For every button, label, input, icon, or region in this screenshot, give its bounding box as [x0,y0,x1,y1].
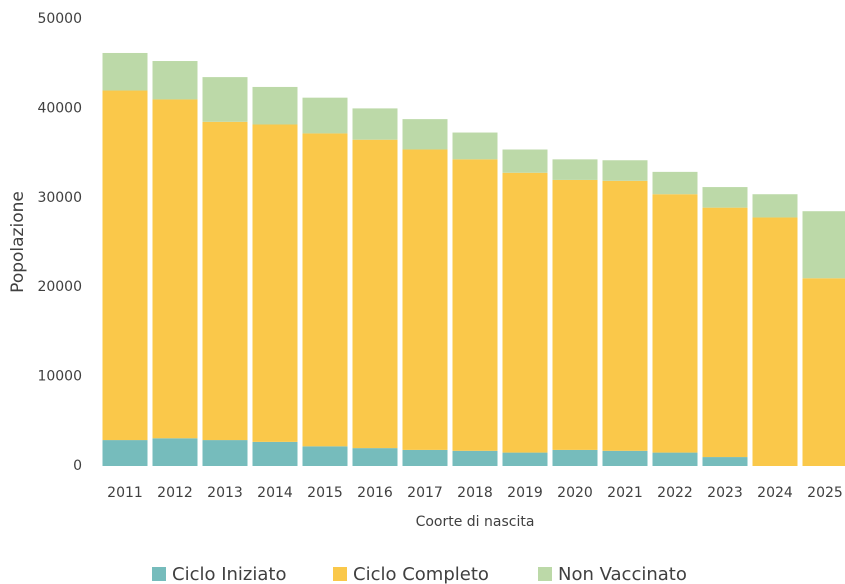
bar-segment [252,86,298,125]
bar-segment [102,90,148,441]
legend-label: Non Vaccinato [558,564,687,584]
bar-segment [102,52,148,91]
x-tick-label: 2016 [357,485,393,501]
bar-segment [652,452,698,466]
bar-segment [302,446,348,466]
legend-swatch [538,567,552,581]
x-tick-label: 2013 [207,485,243,501]
x-tick-label: 2022 [657,485,693,501]
x-tick-label: 2023 [707,485,743,501]
x-tick-label: 2017 [407,485,443,501]
y-tick-label: 20000 [37,279,82,295]
x-tick-label: 2020 [557,485,593,501]
x-tick-label: 2018 [457,485,493,501]
bar-segment [602,180,648,451]
bar-segment [502,149,548,173]
bar-segment [402,119,448,150]
bar-segment [402,149,448,450]
x-tick-label: 2015 [307,485,343,501]
bar-segment [302,97,348,134]
legend-swatch [333,567,347,581]
bar-segment [552,449,598,466]
bar-segment [502,172,548,453]
y-tick-label: 0 [73,458,82,474]
x-tick-label: 2025 [807,485,843,501]
bar-segment [152,438,198,466]
legend-label: Ciclo Iniziato [172,564,286,584]
bar-segment [502,452,548,466]
bar-segment [602,450,648,466]
bar-segment [652,171,698,195]
y-tick-label: 30000 [37,190,82,206]
bar-segment [202,77,248,122]
x-tick-label: 2019 [507,485,543,501]
bar-segment [452,132,498,160]
bar-segment [602,160,648,181]
legend-swatch [152,567,166,581]
bar-segment [802,278,845,466]
x-axis-title: Coorte di nascita [416,514,535,530]
bar-segment [752,217,798,466]
x-tick-label: 2024 [757,485,793,501]
bar-segment [252,441,298,466]
legend-label: Ciclo Completo [353,564,489,584]
bar-segment [252,124,298,442]
bar-segment [352,139,398,449]
bar-segment [552,159,598,180]
bar-segment [652,194,698,453]
x-tick-label: 2012 [157,485,193,501]
y-tick-label: 10000 [37,369,82,385]
bar-segment [102,440,148,466]
bar-segment [352,108,398,140]
bar-segment [702,457,748,466]
y-tick-label: 50000 [37,11,82,27]
y-tick-label: 40000 [37,100,82,116]
x-tick-label: 2021 [607,485,643,501]
bar-segment [152,61,198,100]
bar-segment [552,179,598,450]
bar-segment [702,207,748,458]
bar-segment [152,99,198,439]
bar-segment [702,187,748,208]
bar-segment [452,159,498,451]
x-tick-label: 2011 [107,485,143,501]
y-axis-title: Popolazione [8,191,28,293]
bar-segment [802,211,845,279]
bar-segment [752,194,798,218]
bar-segment [302,133,348,447]
bar-segment [202,440,248,466]
bar-segment [202,121,248,441]
bar-segment [452,450,498,466]
x-tick-label: 2014 [257,485,293,501]
bar-segment [402,449,448,466]
bar-segment [352,448,398,466]
